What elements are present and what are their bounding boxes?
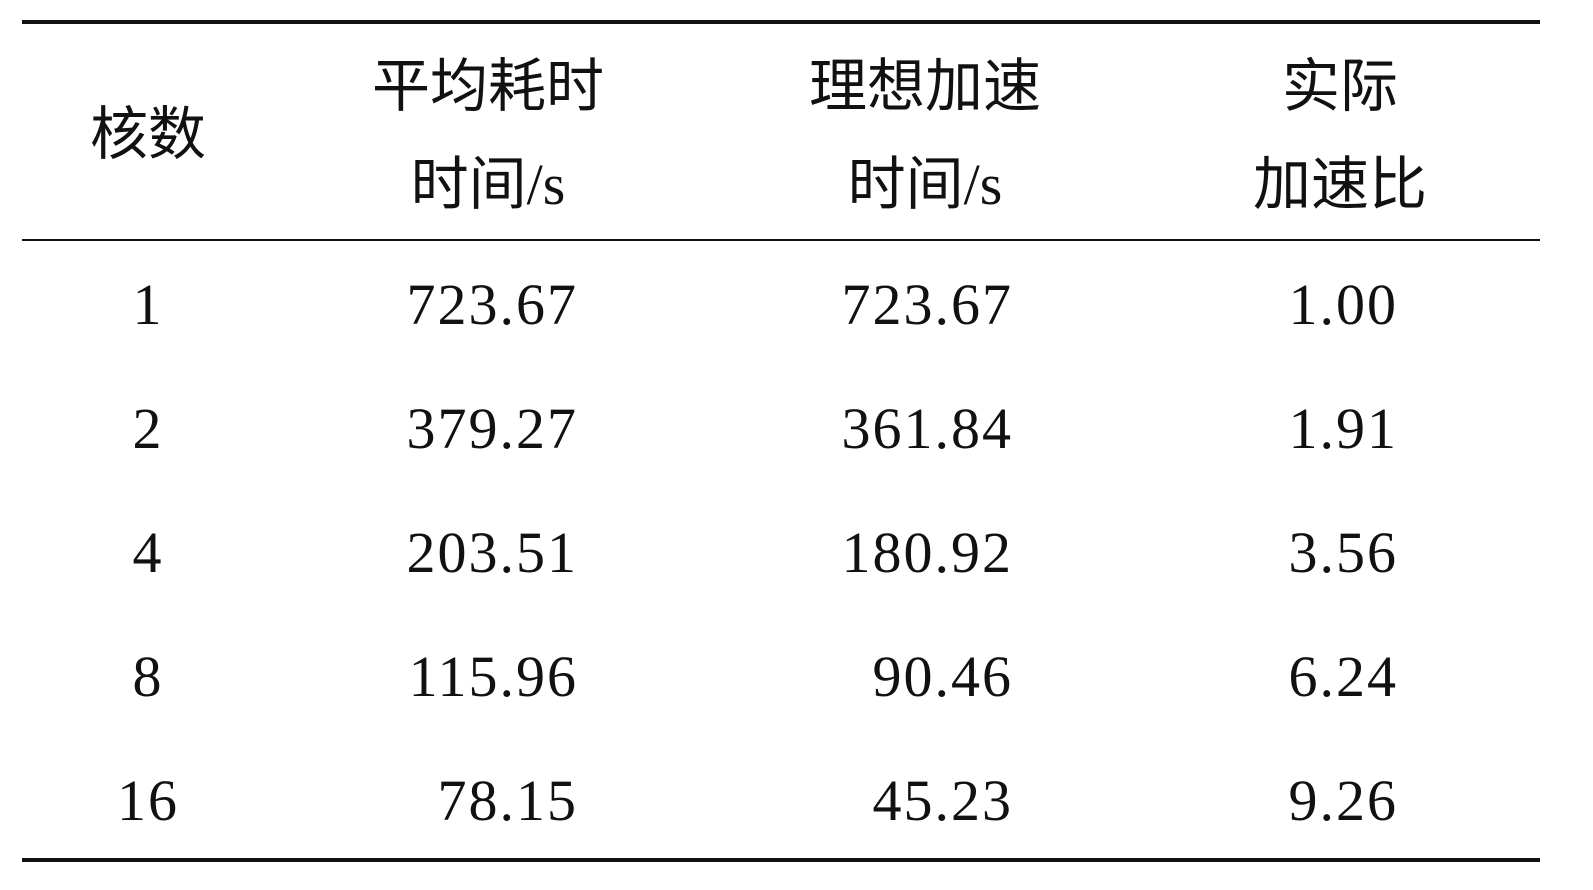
header-avg-time-line1: 平均耗时 bbox=[371, 54, 604, 119]
ideal-time-cell: 90.46 bbox=[872, 644, 1013, 709]
speedup-cell: 3.56 bbox=[1288, 520, 1398, 585]
header-avg-time-line2: 时间/s bbox=[410, 152, 566, 217]
bottom-rule bbox=[22, 858, 1540, 862]
cores-cell: 2 bbox=[132, 396, 164, 461]
header-ideal-time-line2: 时间/s bbox=[847, 152, 1003, 217]
cores-cell: 4 bbox=[132, 520, 164, 585]
speedup-cell: 1.00 bbox=[1288, 272, 1398, 337]
speedup-cell: 6.24 bbox=[1288, 644, 1398, 709]
header-cores: 核数 bbox=[89, 102, 206, 167]
ideal-time-cell: 723.67 bbox=[841, 272, 1013, 337]
avg-time-cell: 115.96 bbox=[408, 644, 578, 709]
header-speedup-line1: 实际 bbox=[1281, 54, 1398, 119]
avg-time-cell: 379.27 bbox=[406, 396, 578, 461]
cores-cell: 8 bbox=[132, 644, 164, 709]
ideal-time-cell: 361.84 bbox=[841, 396, 1013, 461]
avg-time-cell: 723.67 bbox=[406, 272, 578, 337]
cores-cell: 16 bbox=[117, 768, 179, 833]
speedup-cell: 9.26 bbox=[1288, 768, 1398, 833]
avg-time-cell: 203.51 bbox=[406, 520, 578, 585]
ideal-time-cell: 45.23 bbox=[872, 768, 1013, 833]
speedup-cell: 1.91 bbox=[1288, 396, 1398, 461]
header-rule bbox=[22, 239, 1540, 241]
avg-time-cell: 78.15 bbox=[437, 768, 578, 833]
ideal-time-cell: 180.92 bbox=[841, 520, 1013, 585]
cores-cell: 1 bbox=[132, 272, 164, 337]
header-speedup-line2: 加速比 bbox=[1252, 152, 1427, 217]
top-rule bbox=[22, 20, 1540, 24]
header-ideal-time-line1: 理想加速 bbox=[808, 54, 1041, 119]
